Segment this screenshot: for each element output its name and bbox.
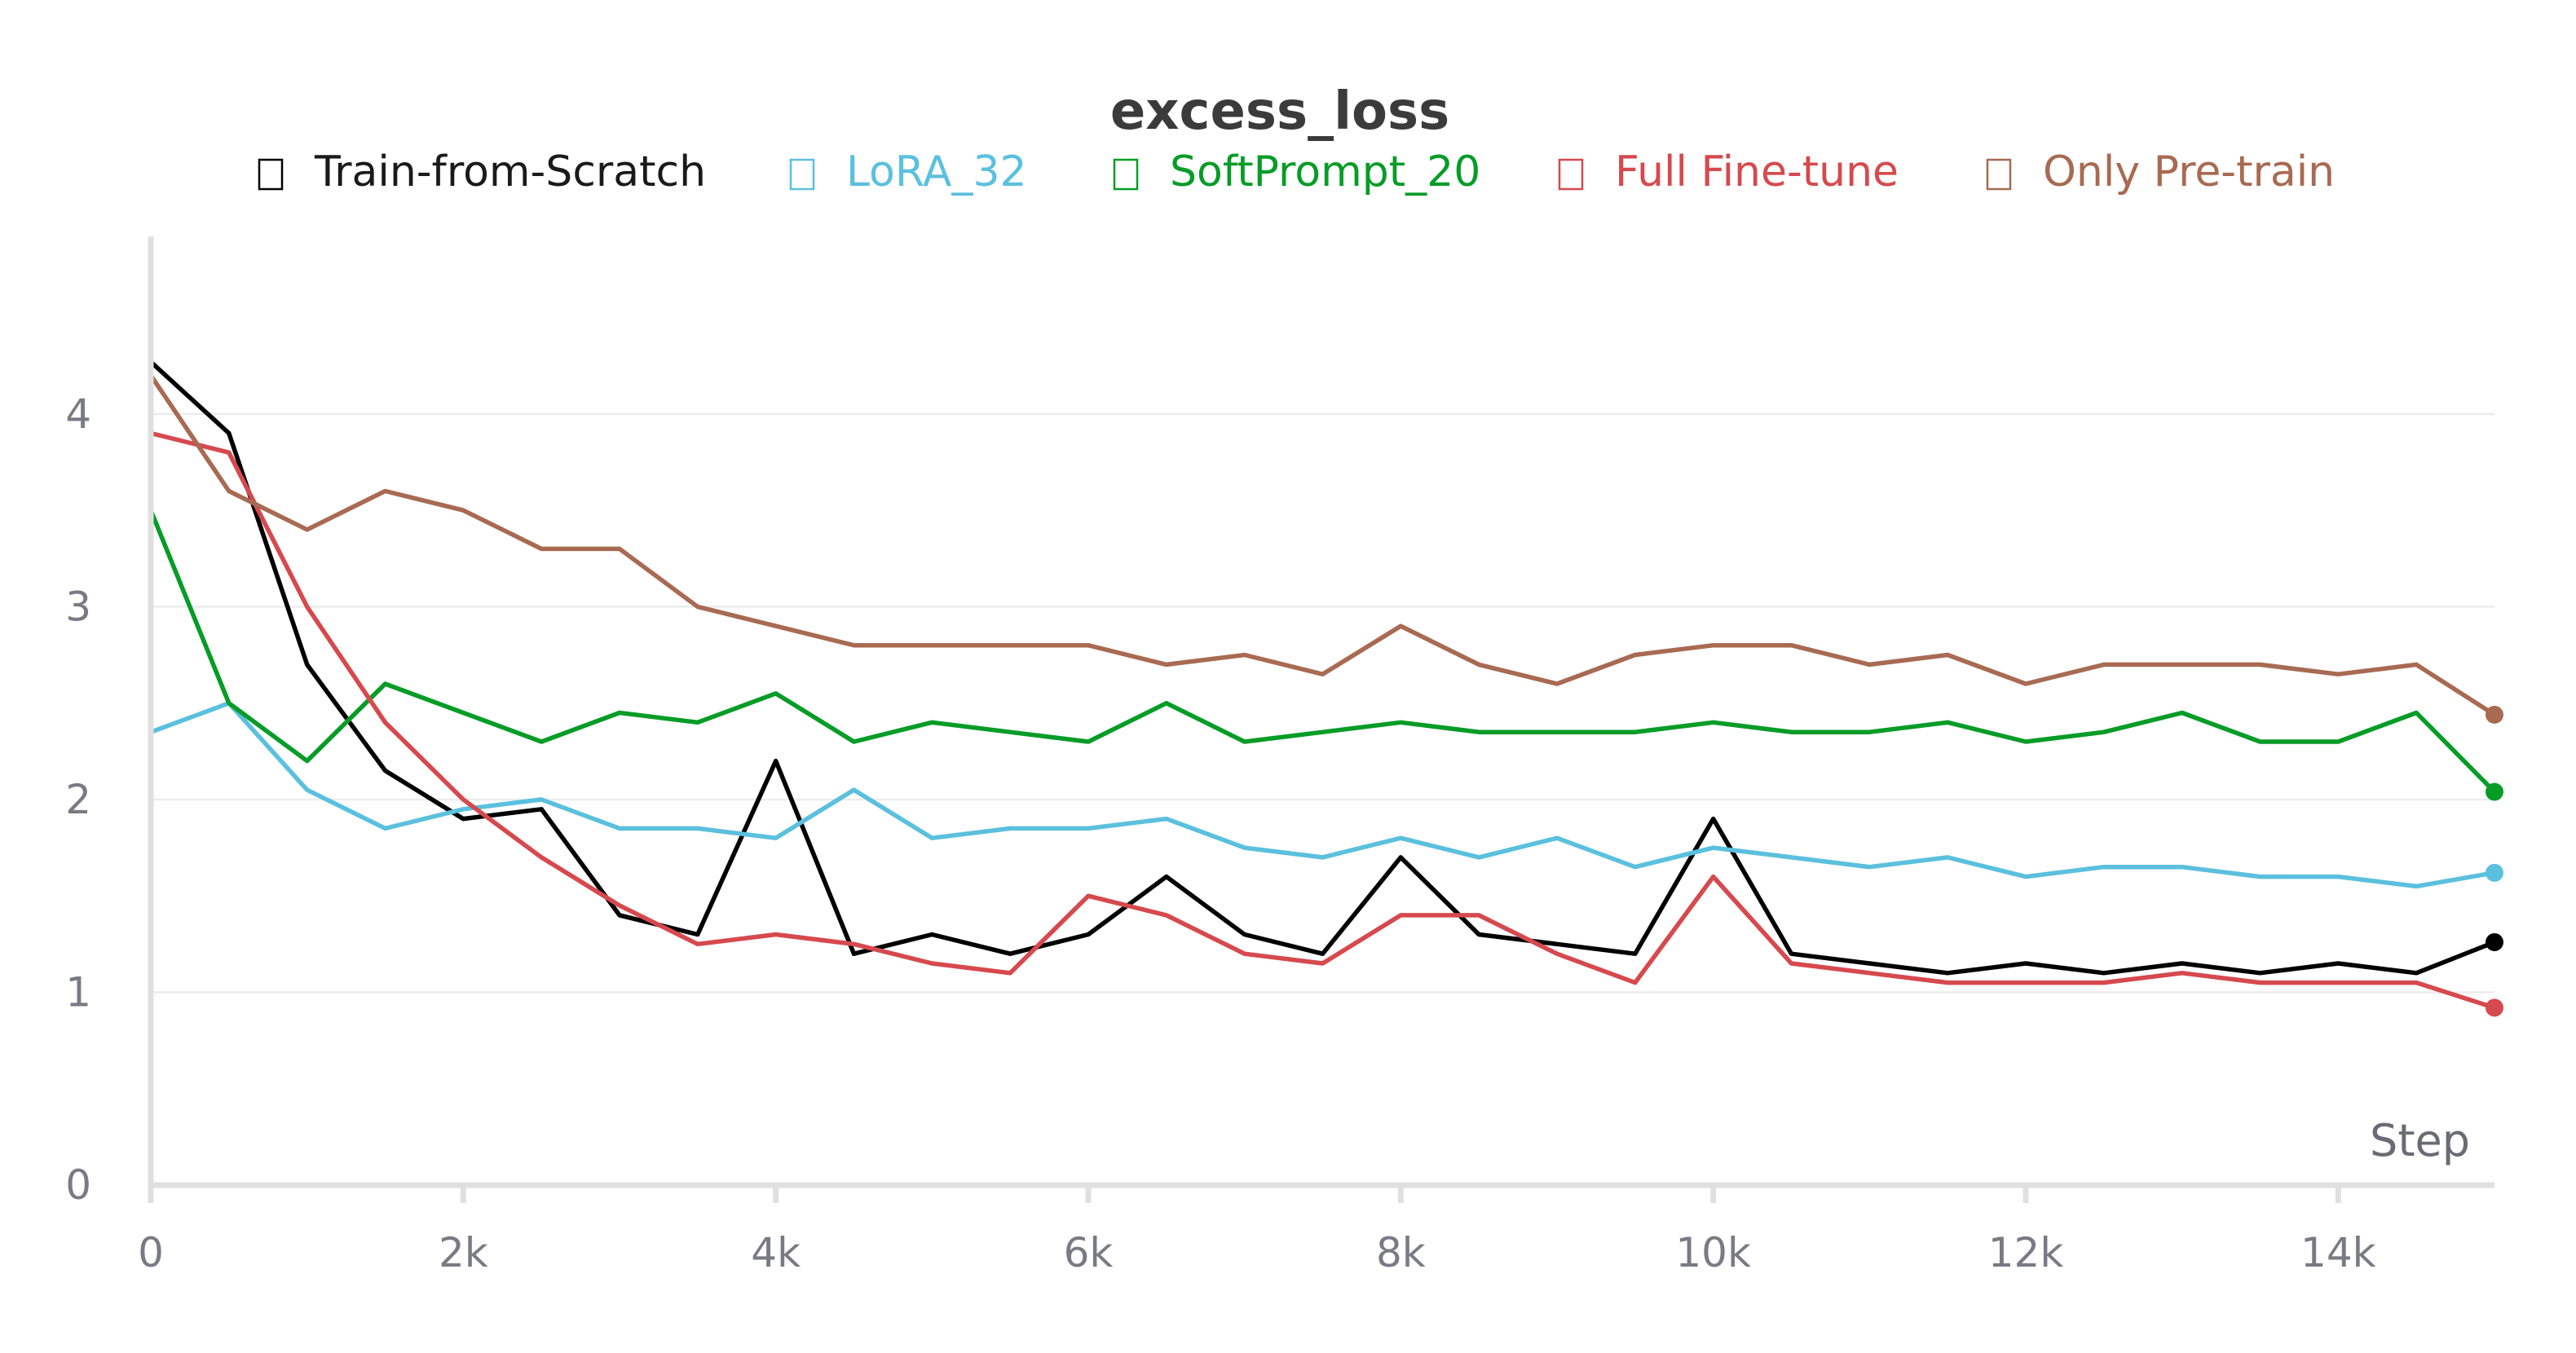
series-line-0	[148, 359, 2497, 976]
x-tick-label-7: 14k	[2300, 1229, 2376, 1276]
series-lines	[148, 359, 2503, 1017]
series-line-2	[148, 508, 2497, 795]
series-endpoint-1	[2486, 863, 2503, 882]
x-tick-label-0: 0	[138, 1229, 164, 1276]
gridlines	[151, 412, 2494, 994]
x-tick-label-6: 12k	[1988, 1229, 2064, 1276]
series-line-1	[148, 700, 2497, 889]
x-tick-labels: 0 2k 4k 6k 8k 10k 12k 14k	[138, 1229, 2376, 1276]
legend-swatch-2	[1113, 158, 1139, 191]
legend-swatch-1	[789, 158, 815, 191]
series-endpoint-4	[2486, 705, 2503, 724]
legend-label-4: Only Pre-train	[2043, 148, 2335, 196]
legend: Train-from-Scratch LoRA_32 SoftPrompt_20 Fu…	[258, 148, 2335, 196]
x-tick-label-1: 2k	[439, 1229, 488, 1276]
legend-swatch-0	[258, 158, 284, 191]
chart-title: excess_loss	[1110, 82, 1449, 142]
legend-label-3: Full Fine-tune	[1615, 148, 1899, 196]
series-endpoint-2	[2486, 782, 2503, 801]
y-tick-labels: 0 1 2 3 4	[65, 390, 91, 1209]
axes	[148, 236, 2494, 1203]
series-line-4	[148, 372, 2497, 717]
x-tick-label-5: 10k	[1675, 1229, 1751, 1276]
y-tick-label-0: 0	[65, 1161, 91, 1209]
y-tick-label-2: 2	[65, 776, 91, 823]
legend-label-2: SoftPrompt_20	[1170, 148, 1480, 196]
x-tick-label-2: 4k	[751, 1229, 801, 1276]
x-tick-label-4: 8k	[1376, 1229, 1426, 1276]
y-tick-label-1: 1	[65, 968, 91, 1016]
series-endpoint-0	[2486, 932, 2503, 951]
legend-swatch-4	[1986, 158, 2012, 191]
legend-label-0: Train-from-Scratch	[314, 148, 706, 196]
legend-swatch-3	[1558, 158, 1584, 191]
series-endpoint-3	[2486, 998, 2503, 1017]
x-tick-label-3: 6k	[1064, 1229, 1114, 1276]
series-line-3	[148, 430, 2497, 1011]
x-axis-title: Step	[2370, 1115, 2470, 1166]
y-tick-label-3: 3	[65, 583, 91, 630]
y-tick-label-4: 4	[65, 390, 91, 438]
legend-label-1: LoRA_32	[846, 148, 1027, 196]
